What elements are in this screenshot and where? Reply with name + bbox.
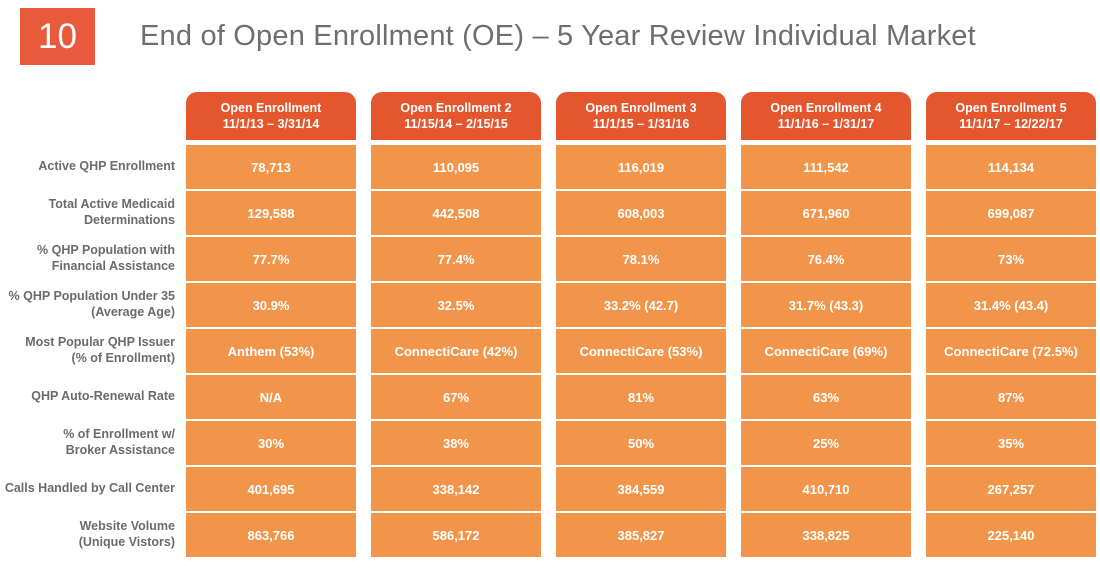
row-labels-column: Active QHP Enrollment Total Active Medic… [0,92,186,559]
data-cell: 338,142 [371,467,541,511]
data-cell: 699,087 [926,191,1096,235]
column-header-title: Open Enrollment 2 [400,100,512,115]
column-header-title: Open Enrollment 4 [770,100,882,115]
row-label-financial-assistance: % QHP Population with Financial Assistan… [37,243,175,273]
row-label-auto-renewal: QHP Auto-Renewal Rate [31,389,175,404]
column-header-dates: 11/1/13 – 3/31/14 [222,117,320,131]
data-cell: 31.7% (43.3) [741,283,911,327]
data-cell: 338,825 [741,513,911,557]
data-cell: 30% [186,421,356,465]
column-header-dates: 11/1/17 – 12/22/17 [959,117,1063,131]
data-cell: 384,559 [556,467,726,511]
enrollment-table: Active QHP Enrollment Total Active Medic… [0,92,1100,559]
row-label-popular-issuer: Most Popular QHP Issuer (% of Enrollment… [25,335,175,365]
data-cell: 442,508 [371,191,541,235]
data-cell: 67% [371,375,541,419]
data-cell: 111,542 [741,145,911,189]
column-open-enrollment-5: Open Enrollment 5 11/1/17 – 12/22/17 114… [926,92,1096,559]
data-cell: 863,766 [186,513,356,557]
data-cell: 25% [741,421,911,465]
column-header-oe4: Open Enrollment 4 11/1/16 – 1/31/17 [741,92,911,140]
data-cell: 38% [371,421,541,465]
data-cell: 63% [741,375,911,419]
slide-number-badge: 10 [20,8,95,65]
data-cell: 87% [926,375,1096,419]
data-cell: 32.5% [371,283,541,327]
column-header-dates: 11/1/15 – 1/31/16 [592,117,690,131]
data-cell: ConnectiCare (69%) [741,329,911,373]
data-cell: 129,588 [186,191,356,235]
row-label-under-35: % QHP Population Under 35 (Average Age) [8,289,175,319]
data-cell: 114,134 [926,145,1096,189]
data-cell: 30.9% [186,283,356,327]
row-label-broker-assistance: % of Enrollment w/ Broker Assistance [63,427,175,457]
column-header-title: Open Enrollment [220,100,322,115]
data-cell: 267,257 [926,467,1096,511]
column-header-oe2: Open Enrollment 2 11/15/14 – 2/15/15 [371,92,541,140]
data-cell: 31.4% (43.4) [926,283,1096,327]
data-cell: 50% [556,421,726,465]
data-cell: ConnectiCare (53%) [556,329,726,373]
data-cell: 671,960 [741,191,911,235]
column-header-title: Open Enrollment 5 [955,100,1067,115]
slide-header: 10 End of Open Enrollment (OE) – 5 Year … [0,0,1100,92]
column-open-enrollment-3: Open Enrollment 3 11/1/15 – 1/31/16 116,… [556,92,726,559]
column-open-enrollment-4: Open Enrollment 4 11/1/16 – 1/31/17 111,… [741,92,911,559]
slide-number: 10 [38,16,77,56]
row-label-call-center: Calls Handled by Call Center [4,481,175,496]
data-cell: 225,140 [926,513,1096,557]
data-cell: 77.7% [186,237,356,281]
data-cell: N/A [186,375,356,419]
data-cell: Anthem (53%) [186,329,356,373]
data-cell: 81% [556,375,726,419]
data-cell: 410,710 [741,467,911,511]
column-header-oe5: Open Enrollment 5 11/1/17 – 12/22/17 [926,92,1096,140]
column-header-oe3: Open Enrollment 3 11/1/15 – 1/31/16 [556,92,726,140]
data-cell: 110,095 [371,145,541,189]
row-label-active-qhp-enrollment: Active QHP Enrollment [38,159,175,174]
column-header-title: Open Enrollment 3 [585,100,697,115]
data-cell: 116,019 [556,145,726,189]
data-cell: 35% [926,421,1096,465]
data-cell: 608,003 [556,191,726,235]
data-cell: 33.2% (42.7) [556,283,726,327]
page-title: End of Open Enrollment (OE) – 5 Year Rev… [140,20,976,52]
column-open-enrollment-2: Open Enrollment 2 11/15/14 – 2/15/15 110… [371,92,541,559]
row-label-medicaid-determinations: Total Active Medicaid Determinations [48,197,175,227]
column-open-enrollment-1: Open Enrollment 11/1/13 – 3/31/14 78,713… [186,92,356,559]
column-header-dates: 11/1/16 – 1/31/17 [777,117,875,131]
data-cell: 385,827 [556,513,726,557]
column-header-oe1: Open Enrollment 11/1/13 – 3/31/14 [186,92,356,140]
data-cell: 78,713 [186,145,356,189]
data-cell: 76.4% [741,237,911,281]
data-cell: ConnectiCare (42%) [371,329,541,373]
data-cell: 73% [926,237,1096,281]
column-header-dates: 11/15/14 – 2/15/15 [404,117,508,131]
data-cell: 77.4% [371,237,541,281]
data-cell: 78.1% [556,237,726,281]
data-cell: 586,172 [371,513,541,557]
data-cell: 401,695 [186,467,356,511]
data-cell: ConnectiCare (72.5%) [926,329,1096,373]
row-label-website-volume: Website Volume (Unique Vistors) [78,519,175,549]
